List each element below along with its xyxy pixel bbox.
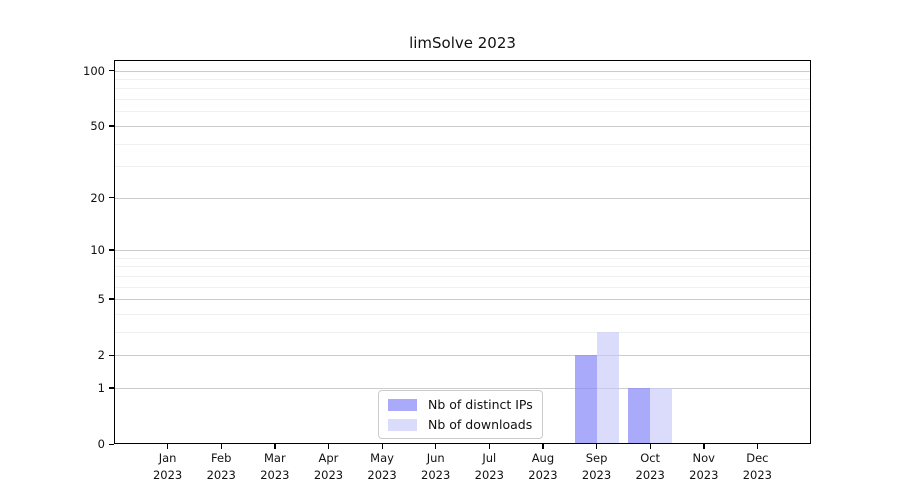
gridline <box>114 111 811 113</box>
y-tick-label: 100 <box>83 63 105 78</box>
x-tick-mark <box>756 444 759 449</box>
x-tick-label: Jun 2023 <box>421 451 451 482</box>
legend: Nb of distinct IPs Nb of downloads <box>378 390 543 439</box>
bar-downloads <box>650 387 673 444</box>
y-tick-mark <box>109 387 114 389</box>
legend-label-downloads: Nb of downloads <box>428 417 533 432</box>
x-tick-mark <box>167 444 169 449</box>
bar-downloads <box>596 331 619 444</box>
y-tick-label: 1 <box>97 380 105 395</box>
x-tick-mark <box>649 444 651 449</box>
x-tick-label: Oct 2023 <box>635 451 665 482</box>
gridline <box>114 299 811 300</box>
legend-item-distinct-ips: Nb of distinct IPs <box>388 397 533 412</box>
x-tick-label: Aug 2023 <box>528 451 558 482</box>
bar-distinct-ips <box>574 355 597 444</box>
gridline <box>114 249 811 251</box>
x-tick-label: May 2023 <box>367 451 397 482</box>
x-tick-mark <box>381 444 383 449</box>
y-tick-label: 50 <box>90 118 105 133</box>
legend-swatch-distinct-ips-icon <box>388 398 417 411</box>
x-tick-label: Apr 2023 <box>313 451 344 482</box>
x-tick-label: Feb 2023 <box>206 451 236 482</box>
y-tick-label: 2 <box>97 348 105 363</box>
x-tick-mark <box>435 444 437 449</box>
gridline <box>114 70 811 72</box>
x-tick-label: Mar 2023 <box>260 451 290 482</box>
y-tick-mark <box>109 249 114 251</box>
x-tick-label: Nov 2023 <box>689 451 719 482</box>
x-tick-mark <box>542 444 544 449</box>
legend-swatch-downloads-icon <box>388 418 417 431</box>
x-tick-mark <box>220 444 223 449</box>
x-tick-label: Sep 2023 <box>581 451 612 482</box>
x-tick-mark <box>703 444 705 449</box>
plot-frame <box>114 60 811 444</box>
x-tick-mark <box>596 444 598 449</box>
gridline <box>114 197 811 199</box>
gridline <box>114 78 811 80</box>
x-tick-mark <box>274 444 276 449</box>
gridline <box>114 331 811 333</box>
x-tick-label: Jul 2023 <box>474 451 504 482</box>
x-tick-mark <box>327 444 330 449</box>
y-tick-mark <box>109 298 114 300</box>
gridline <box>114 143 811 145</box>
plot-area: Nb of distinct IPs Nb of downloads <box>114 60 811 444</box>
gridline <box>114 166 811 168</box>
chart-title: limSolve 2023 <box>409 34 516 52</box>
gridline <box>114 88 811 90</box>
gridline <box>114 355 811 357</box>
y-tick-label: 0 <box>97 437 105 451</box>
bar-distinct-ips <box>628 387 651 444</box>
gridline <box>114 387 811 389</box>
gridline <box>114 286 811 288</box>
x-tick-label: Jan 2023 <box>152 451 183 482</box>
y-tick-mark <box>109 197 114 199</box>
y-tick-mark <box>109 354 114 356</box>
y-tick-mark <box>109 70 114 72</box>
gridline <box>114 275 811 277</box>
y-tick-label: 20 <box>90 190 105 205</box>
y-tick-label: 10 <box>90 242 105 257</box>
legend-item-downloads: Nb of downloads <box>388 417 533 432</box>
legend-label-distinct-ips: Nb of distinct IPs <box>428 397 533 412</box>
x-tick-label: Dec 2023 <box>742 451 773 482</box>
gridline <box>114 257 811 259</box>
y-tick-mark <box>109 125 114 127</box>
gridline <box>114 125 811 127</box>
x-tick-mark <box>488 444 491 449</box>
y-tick-mark <box>109 443 114 445</box>
y-tick-label: 5 <box>97 291 105 306</box>
gridline <box>114 313 811 315</box>
gridline <box>114 99 811 100</box>
gridline <box>114 266 811 268</box>
